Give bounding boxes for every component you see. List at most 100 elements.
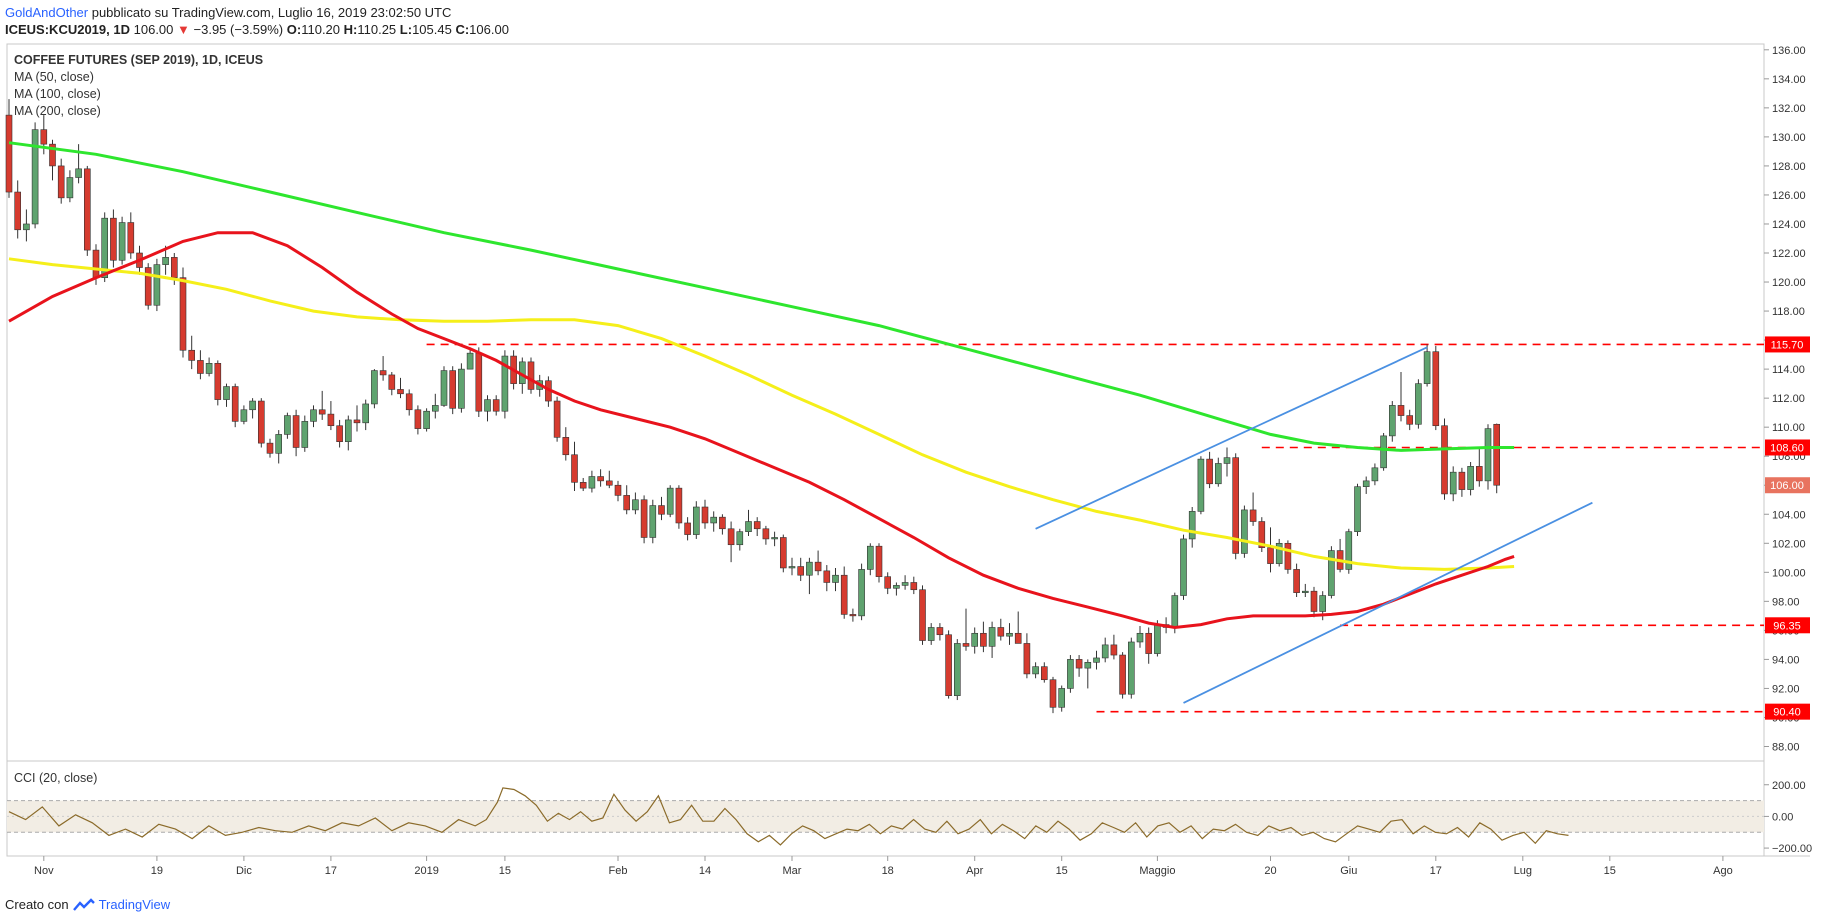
candle-body (249, 400, 256, 411)
time-tick-label: 17 (1430, 865, 1442, 877)
candle-body (901, 582, 909, 586)
candle-body (1476, 466, 1483, 482)
price-tick-label: 124.00 (1772, 219, 1806, 231)
created-with: Creato con (5, 897, 69, 912)
change-value: −3.95 (−3.59%) (193, 22, 284, 37)
candle-body (1110, 644, 1118, 656)
candle-body (75, 168, 82, 178)
candle-body (57, 165, 65, 199)
candle-body (1154, 624, 1161, 654)
candle-body (806, 561, 813, 576)
high-value: 110.25 (357, 22, 397, 37)
candle-body (675, 487, 683, 524)
legend-ma100: MA (100, close) (14, 87, 101, 101)
candle-body (736, 531, 744, 546)
price-tags: 115.70 108.60 96.35 90.40 106.00 (1765, 336, 1810, 720)
candle-body (301, 421, 309, 448)
candle-body (945, 634, 952, 696)
candle-body (849, 614, 857, 617)
candle-body (753, 521, 761, 530)
candle-body (275, 434, 283, 454)
open-value: 110.20 (301, 22, 341, 37)
time-tick-label: Maggio (1139, 865, 1175, 877)
close-value: 106.00 (469, 22, 509, 37)
time-tick-label: Dic (236, 865, 252, 877)
candle-body (745, 521, 752, 532)
price-axis[interactable]: 88.0090.0092.0094.0096.0098.00100.00102.… (1764, 45, 1806, 754)
candle-body (1101, 644, 1109, 659)
candle-body (353, 419, 361, 424)
candle-body (597, 476, 604, 482)
candle-body (1397, 405, 1405, 416)
candle-body (1484, 428, 1492, 482)
level-tag (1765, 617, 1810, 634)
candle-body (666, 487, 674, 515)
time-tick-label: 2019 (414, 865, 438, 877)
candle-body (1223, 457, 1231, 464)
candle-body (1206, 458, 1213, 485)
price-tick-label: 88.00 (1772, 741, 1800, 753)
cci-legend: CCI (20, close) (14, 771, 97, 785)
candle-body (171, 257, 178, 278)
candle-body (919, 589, 926, 641)
candle-body (588, 476, 596, 489)
candle-body (893, 585, 900, 589)
publish-line: GoldAndOther pubblicato su TradingView.c… (5, 4, 509, 21)
candle-body (1441, 425, 1448, 495)
candle-body (188, 349, 195, 361)
candle-body (223, 386, 230, 400)
candle-body (240, 409, 248, 422)
candle-body (1449, 471, 1457, 495)
time-tick-label: Mar (783, 865, 802, 877)
price-tick-label: 102.00 (1772, 538, 1806, 550)
candle-body (953, 643, 961, 696)
candle-body (231, 386, 239, 422)
candle-body (1293, 569, 1300, 593)
candle-body (327, 413, 335, 427)
candle-body (1267, 547, 1274, 564)
price-tick-label: 132.00 (1772, 103, 1806, 115)
candle-body (1319, 595, 1326, 612)
candle-body (23, 223, 30, 231)
candle-body (727, 528, 735, 546)
candle-body (14, 191, 21, 231)
candle-body (1328, 550, 1335, 596)
candle-body (1197, 458, 1205, 512)
candle-body (1119, 654, 1126, 695)
candle-body (1345, 531, 1353, 570)
level-tag (1765, 703, 1810, 720)
candle-body (1310, 590, 1318, 612)
time-tick-label: 14 (699, 865, 711, 877)
price-tick-label: 122.00 (1772, 248, 1806, 260)
close-label: C: (455, 22, 470, 37)
trend-line[interactable] (1183, 501, 1593, 704)
candle-body (214, 363, 222, 400)
candle-body (458, 368, 465, 409)
chart-header: GoldAndOther pubblicato su TradingView.c… (5, 4, 509, 40)
cci-axis[interactable]: 200.00 0.00 −200.00 (1764, 780, 1812, 855)
candle-body (284, 415, 291, 435)
cci-band-fill (7, 800, 1764, 833)
trend-channel[interactable] (1035, 346, 1593, 704)
candle-body (1389, 405, 1396, 437)
candle-body (371, 370, 378, 405)
down-arrow-icon: ▼ (177, 22, 190, 37)
time-axis[interactable]: Nov 19 Dic 17 2019 15 Feb 14 Mar 18 Apr 15 Maggio 20 G… (34, 856, 1733, 877)
time-tick-label: 15 (1604, 865, 1616, 877)
candle-body (1023, 643, 1031, 675)
candle-body (962, 643, 970, 647)
low-label: L: (399, 22, 413, 37)
candle-body (1249, 509, 1257, 522)
candle-body (579, 482, 587, 489)
cci-tick-label: −200.00 (1772, 843, 1812, 855)
tradingview-link[interactable]: TradingView (98, 897, 171, 912)
candle-body (658, 505, 665, 515)
price-tick-label: 94.00 (1772, 654, 1800, 666)
price-tick-label: 130.00 (1772, 132, 1806, 144)
candle-body (179, 277, 187, 351)
trend-line[interactable] (1035, 346, 1428, 530)
candle-body (405, 393, 413, 411)
time-tick-label: Lug (1514, 865, 1532, 877)
author-link[interactable]: GoldAndOther (5, 5, 89, 20)
